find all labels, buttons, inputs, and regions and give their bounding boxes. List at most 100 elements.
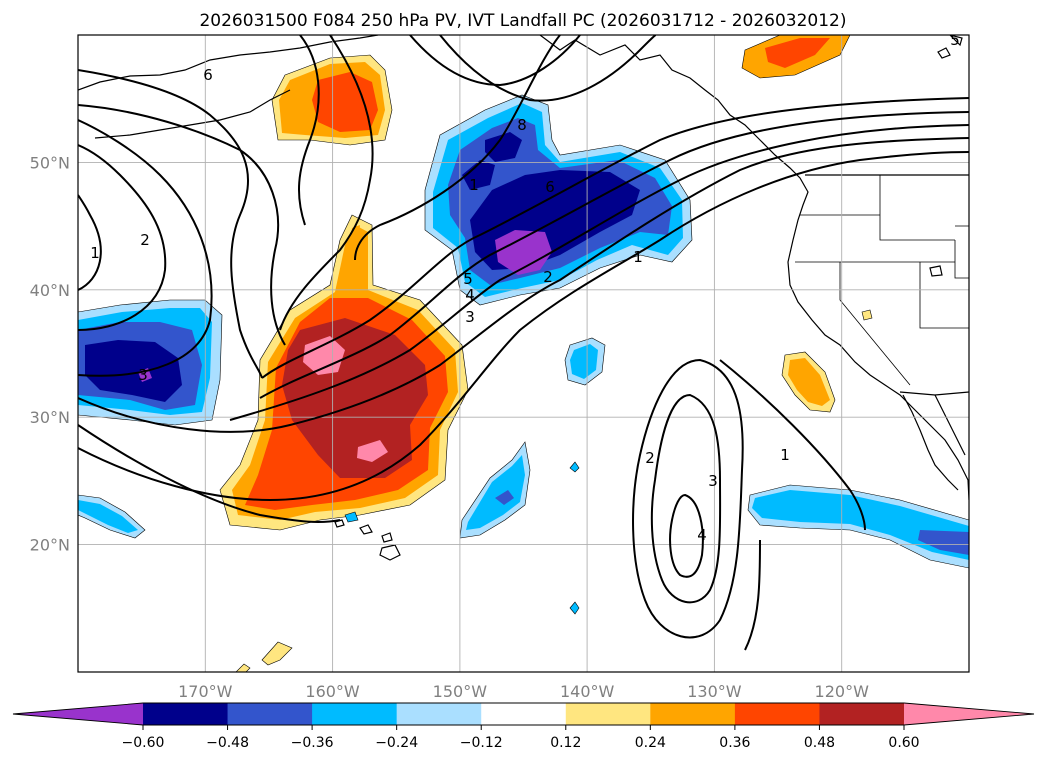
lon-tick-label: 160°W	[305, 682, 360, 701]
map-frame	[77, 34, 970, 673]
contour-label-jet-3: 3	[465, 308, 475, 326]
coastline-hawaii	[334, 519, 401, 561]
contour-jet-3	[229, 124, 969, 421]
lon-tick-label: 170°W	[178, 682, 233, 701]
pv-positive-red-north	[312, 72, 378, 132]
contour-north-8	[439, 35, 657, 102]
contour-west-3	[78, 119, 213, 377]
state-borders	[795, 175, 969, 386]
pv-negative-cyan-mid	[570, 344, 598, 379]
contour-south-loop-3	[650, 393, 722, 604]
pv-positive-orange-california	[788, 358, 830, 406]
pv-positive-small-1	[861, 309, 873, 321]
contour-jet-4	[259, 111, 969, 399]
pv-negative-purple-core	[495, 230, 552, 275]
lat-tick-label: 40°N	[30, 281, 70, 300]
pv-positive-small-3	[235, 663, 251, 672]
coastline-baja	[902, 394, 959, 491]
pv-negative-cyan-farwest	[78, 500, 138, 533]
longitude-labels: 170°W 160°W 150°W 140°W 130°W 120°W	[178, 682, 869, 701]
pv-positive-pink-lower	[357, 440, 388, 462]
colorbar-segment	[396, 703, 482, 725]
colorbar-segment	[565, 703, 651, 725]
contour-south-loop-2	[632, 358, 744, 639]
pv-positive-small-2	[261, 641, 293, 666]
contour-label-north-6: 6	[545, 178, 555, 196]
contour-label-corner-5: 5	[950, 31, 960, 49]
contour-west-1	[78, 194, 102, 291]
pv-positive-pink-upper	[303, 336, 345, 375]
colorbar-extend-low	[13, 703, 143, 725]
contour-label-west-3: 3	[138, 366, 148, 384]
contour-outer-1	[78, 424, 341, 524]
colorbar-tick-label: −0.12	[460, 735, 503, 751]
colorbar-tick-label: −0.36	[291, 735, 334, 751]
contour-north-loop	[78, 104, 286, 346]
pv-negative-darkblue-small	[462, 160, 495, 190]
pv-negative-small-dot-2	[569, 601, 580, 615]
contour-north-b	[409, 35, 581, 87]
latitude-labels: 20°N 30°N 40°N 50°N	[30, 153, 70, 554]
lon-tick-label: 130°W	[687, 682, 742, 701]
colorbar-segment	[819, 703, 905, 725]
contour-north-a	[297, 35, 320, 226]
pv-negative-small-dot-1	[569, 461, 580, 473]
lat-tick-label: 30°N	[30, 408, 70, 427]
lon-tick-label: 140°W	[560, 682, 615, 701]
pv-negative-blue-east	[918, 530, 969, 555]
pv-negative-cyan-east	[752, 490, 969, 560]
contour-south-outer-1	[719, 359, 866, 651]
colorbar-labels: −0.60 −0.48 −0.36 −0.24 −0.12 0.12 0.24 0.36 0.4…	[122, 725, 920, 751]
coastline-gulf-of-california	[934, 394, 966, 456]
contour-jet-5	[261, 97, 969, 379]
coastline-islands-ne	[929, 35, 963, 277]
pv-negative-cyan-sw	[466, 455, 525, 530]
lon-tick-label: 150°W	[433, 682, 488, 701]
contour-south-loop-4	[669, 493, 704, 578]
lat-tick-label: 50°N	[30, 153, 70, 172]
contour-jet-1	[78, 151, 969, 502]
coastlines	[78, 35, 969, 561]
colorbar-segment	[143, 703, 229, 725]
contour-label-jet-4: 4	[465, 286, 475, 304]
colorbar-tick-label: −0.48	[206, 735, 249, 751]
pv-negative-small-dot-3	[344, 511, 359, 523]
contour-label-south-4: 4	[697, 526, 707, 544]
colorbar-tick-label: −0.24	[375, 735, 418, 751]
contour-jet-2	[78, 137, 969, 433]
colorbar-segment	[650, 703, 736, 725]
contour-label-8: 8	[517, 116, 527, 134]
colorbar-tick-label: 0.36	[719, 735, 750, 751]
coastline-north-america	[539, 35, 969, 501]
lat-tick-label: 20°N	[30, 536, 70, 555]
contour-label-east-1: 1	[780, 446, 790, 464]
contour-label-north-1: 1	[469, 176, 479, 194]
ivt-contours	[78, 35, 969, 651]
contour-label-jet-5: 5	[463, 270, 473, 288]
contour-north-6	[78, 69, 263, 379]
colorbar-segment	[227, 703, 313, 725]
colorbar-tick-label: 0.12	[550, 735, 581, 751]
contour-west-2	[78, 144, 167, 331]
contour-label-6: 6	[203, 66, 213, 84]
colorbar-tick-label: −0.60	[122, 735, 165, 751]
contour-north-1	[279, 35, 374, 331]
colorbar-segment	[481, 703, 567, 725]
lon-tick-label: 120°W	[815, 682, 870, 701]
contour-label-jet-2: 2	[543, 268, 553, 286]
pv-negative-blue-sw	[495, 490, 514, 505]
pv-shading	[78, 35, 969, 672]
gridlines	[78, 35, 969, 672]
colorbar-tick-label: 0.48	[804, 735, 835, 751]
colorbar	[12, 702, 1035, 726]
figure-title: 2026031500 F084 250 hPa PV, IVT Landfall…	[199, 11, 846, 31]
contour-label-jet-1: 1	[633, 248, 643, 266]
contour-label-south-3: 3	[708, 472, 718, 490]
contour-label-west-1: 1	[90, 244, 100, 262]
pv-negative-darkblue-west	[85, 340, 182, 402]
contour-label-west-2: 2	[140, 231, 150, 249]
pv-negative-darkblue-top	[485, 132, 522, 162]
pv-positive-red-northeast	[765, 38, 830, 68]
colorbar-segment	[734, 703, 820, 725]
